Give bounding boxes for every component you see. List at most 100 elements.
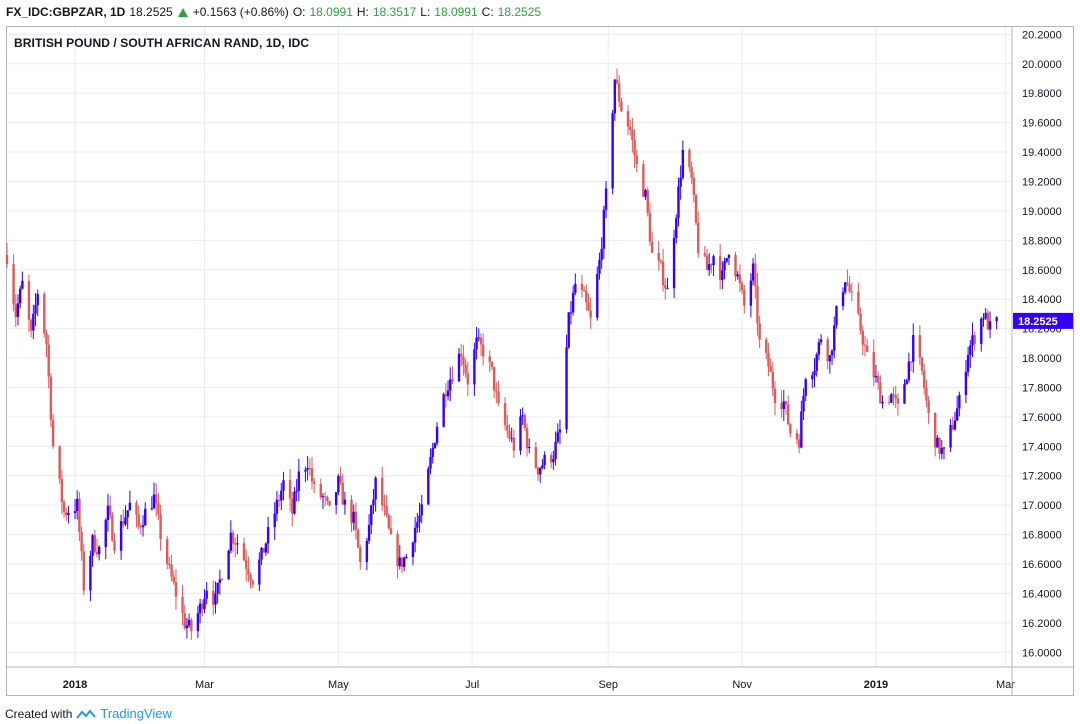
candle-body: [236, 543, 239, 545]
candle-body: [185, 625, 189, 629]
candle-body: [859, 313, 862, 331]
candle-body: [804, 379, 807, 396]
candle-body: [16, 303, 20, 317]
candle-body: [626, 111, 630, 127]
candle-body: [89, 555, 92, 591]
candle-body: [664, 285, 667, 289]
candle-body: [32, 313, 35, 331]
candle-body: [539, 468, 542, 475]
candle-body: [152, 494, 156, 509]
candle-body: [150, 508, 154, 510]
candle-body: [43, 294, 46, 334]
candle-body: [462, 356, 465, 365]
y-tick-label: 19.8000: [1022, 88, 1062, 100]
candle-body: [672, 237, 676, 289]
candle-body: [231, 532, 235, 544]
candle-body: [811, 375, 814, 380]
candle-body: [141, 525, 145, 528]
candle-body: [633, 140, 636, 156]
candle-body: [508, 430, 511, 439]
y-tick-label: 18.4000: [1022, 294, 1062, 306]
candle-body: [93, 535, 96, 552]
y-tick-label: 16.4000: [1022, 588, 1062, 600]
candle-body: [727, 254, 731, 259]
price-change: +0.1563 (+0.86%): [192, 5, 289, 19]
candle-body: [552, 458, 555, 463]
candle-body: [29, 319, 33, 331]
low-value: 18.0991: [434, 5, 478, 19]
candle-body: [933, 412, 937, 448]
candle-body: [571, 292, 575, 313]
candle-body: [277, 499, 281, 501]
candle-body: [49, 376, 53, 420]
candle-body: [865, 345, 869, 352]
candle-body: [47, 344, 50, 377]
candle-body: [183, 613, 186, 629]
candle-body: [596, 273, 599, 318]
candle-body: [212, 590, 215, 605]
candle-body: [442, 394, 445, 427]
candle-body: [172, 576, 175, 583]
candle-body: [558, 429, 562, 433]
candle-body: [365, 540, 369, 563]
close-value: 18.2525: [497, 5, 542, 19]
tradingview-brand[interactable]: TradingView: [100, 706, 172, 721]
candle-body: [418, 515, 421, 523]
candle-body: [402, 558, 406, 567]
candle-body: [703, 253, 706, 256]
candle-body: [815, 354, 818, 371]
candle-body: [165, 539, 169, 564]
candle-body: [802, 395, 805, 412]
candle-body: [5, 255, 9, 264]
candle-body: [477, 337, 480, 339]
candle-body: [580, 283, 584, 291]
candle-body: [359, 547, 362, 563]
candle-body: [758, 323, 761, 340]
candle-body: [675, 218, 678, 238]
candle-body: [620, 101, 623, 112]
candle-body: [890, 394, 893, 403]
candle-body: [973, 335, 976, 344]
candle-body: [444, 394, 448, 397]
candle-body: [352, 511, 355, 523]
candle-body: [613, 79, 617, 114]
candle-body: [157, 503, 160, 515]
candle-body: [679, 177, 682, 187]
candle-body: [475, 337, 478, 350]
candle-body: [525, 427, 529, 449]
close-label: C:: [481, 5, 494, 19]
candle-body: [631, 129, 634, 141]
x-tick-label: Jul: [465, 679, 479, 691]
candle-body: [497, 391, 500, 404]
candle-body: [201, 603, 204, 610]
symbol-label: FX_IDC:GBPZAR, 1D: [6, 5, 126, 19]
candle-body: [492, 366, 496, 391]
candle-body: [321, 496, 325, 498]
candle-body: [356, 529, 360, 548]
candle-body: [411, 542, 415, 557]
candle-body: [887, 401, 891, 403]
candle-body: [374, 477, 377, 500]
candle-body: [218, 579, 222, 583]
candle-body: [275, 499, 279, 514]
candle-body: [124, 517, 127, 525]
candle-body: [139, 526, 143, 528]
candle-body: [534, 447, 538, 468]
candle-body: [863, 344, 867, 346]
candle-body: [740, 283, 744, 291]
candle-body: [247, 568, 250, 576]
candle-body: [830, 350, 834, 356]
candle-body: [969, 345, 972, 356]
candle-body: [306, 468, 309, 470]
candle-body: [628, 126, 632, 130]
candle-body: [949, 425, 952, 448]
candle-body: [549, 455, 553, 463]
candle-body: [264, 543, 268, 553]
x-tick-label: Mar: [195, 679, 214, 691]
candle-body: [988, 321, 992, 330]
candle-body: [857, 291, 860, 314]
candle-body: [743, 290, 746, 306]
candle-body: [688, 149, 691, 168]
candle-body: [773, 388, 777, 404]
